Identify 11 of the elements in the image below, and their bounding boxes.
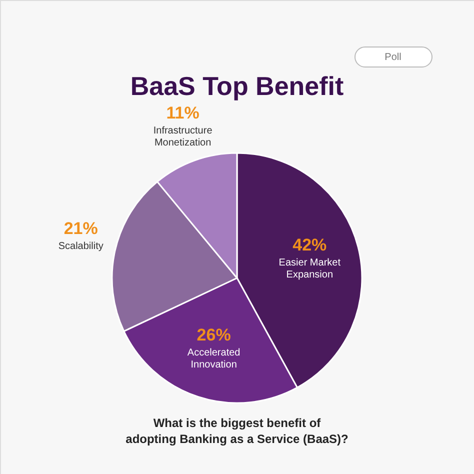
- data-label: 11%: [166, 103, 200, 122]
- text: Poll: [384, 52, 402, 63]
- data-label: 26%: [196, 325, 231, 344]
- slice-label: Easier Market Expansion: [278, 257, 341, 280]
- chart-title: BaaS Top Benefit: [130, 71, 344, 101]
- data-label: 42%: [292, 235, 327, 254]
- slice-label: Accelerated Innovation: [187, 347, 240, 370]
- slice-label: Infrastructure Monetization: [153, 125, 213, 148]
- text: What is the biggest benefit of adopting Banking as a Service (BaaS)?: [126, 416, 348, 446]
- slice-label: Scalability: [58, 241, 104, 252]
- data-label: 21%: [64, 219, 98, 238]
